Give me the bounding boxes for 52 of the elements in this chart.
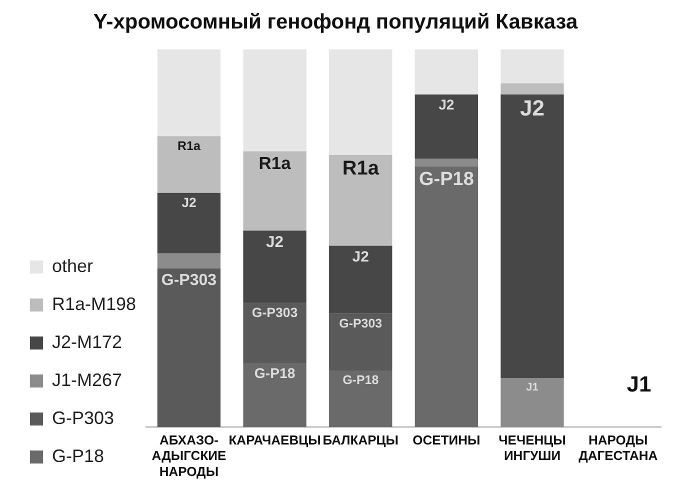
bar <box>500 94 564 378</box>
annotation: J2 <box>182 195 196 210</box>
legend-label: other <box>52 256 94 276</box>
x-tick-label: АБХАЗО-АДЫГСКИЕ НАРОДЫ <box>152 432 226 479</box>
bar <box>157 136 221 193</box>
annotation: J1 <box>526 382 538 394</box>
x-tick-label: НАРОДЫ ДАГЕСТАНА <box>578 432 658 464</box>
legend-label: R1a-M198 <box>52 294 136 314</box>
bar <box>329 314 392 370</box>
legend-label: J2-M172 <box>52 332 122 352</box>
annotation: R1a <box>258 152 292 173</box>
annotation: R1a <box>178 138 202 153</box>
annotation: R1a <box>342 158 380 180</box>
annotation: G-P18 <box>418 169 474 190</box>
bar <box>157 268 221 428</box>
bar <box>329 49 392 156</box>
bar <box>414 158 478 166</box>
annotation: G-P18 <box>254 364 296 381</box>
annotation: J2 <box>266 234 284 251</box>
annotation: G-P303 <box>161 272 217 289</box>
x-tick-label: КАРАЧАЕВЦЫ <box>228 432 321 448</box>
annotation: G-P18 <box>342 373 379 388</box>
bar <box>500 378 564 428</box>
legend-label: G-P18 <box>52 446 104 466</box>
chart-title: Y-хромосомный генофонд популяций Кавказа <box>93 10 578 34</box>
annotation: G-P303 <box>339 316 382 330</box>
legend-label: G-P303 <box>52 408 114 428</box>
bar <box>243 302 306 363</box>
annotation: J2 <box>352 248 369 266</box>
bar <box>500 83 564 95</box>
bar <box>414 49 478 95</box>
annotation: G-P303 <box>252 304 298 320</box>
bar <box>157 253 221 268</box>
bar <box>329 246 392 314</box>
legend-label: J1-M267 <box>52 370 122 390</box>
x-tick-label: БАЛКАРЦЫ <box>322 432 398 448</box>
annotation: J2 <box>438 96 454 113</box>
bar <box>500 49 564 84</box>
annotation: J2 <box>520 96 544 121</box>
x-tick-label: ОСЕТИНЫ <box>412 432 480 448</box>
bar <box>243 362 306 428</box>
bar <box>414 166 478 428</box>
bar <box>243 49 306 152</box>
x-tick-label: ЧЕЧЕНЦЫ ИНГУШИ <box>498 432 566 464</box>
bar <box>157 192 221 254</box>
bar <box>157 49 221 136</box>
bar <box>243 151 306 231</box>
annotation: J1 <box>626 371 652 396</box>
bar <box>414 94 478 159</box>
bar <box>329 370 392 428</box>
bar <box>329 155 392 246</box>
bar <box>243 230 306 302</box>
